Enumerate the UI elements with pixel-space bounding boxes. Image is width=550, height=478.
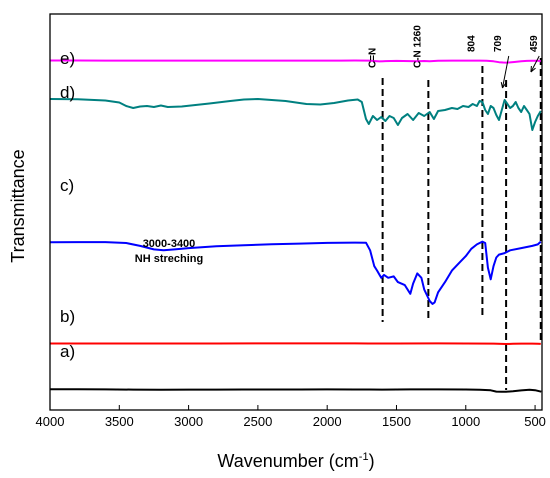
x-tick-label: 1000 bbox=[451, 414, 480, 429]
annotation-arrow bbox=[530, 55, 540, 73]
x-tick-label: 3500 bbox=[105, 414, 134, 429]
x-tick-label: 500 bbox=[524, 414, 546, 429]
x-tick-label: 2500 bbox=[243, 414, 272, 429]
x-axis-title-end: ) bbox=[369, 451, 375, 471]
annotation-arrowhead bbox=[500, 82, 507, 89]
x-tick-label: 1500 bbox=[382, 414, 411, 429]
series-line-a bbox=[49, 388, 542, 393]
series-line-c bbox=[49, 240, 542, 305]
peak-annotation-label: 459 bbox=[529, 35, 540, 52]
trace-label-d: d) bbox=[60, 83, 75, 102]
peak-annotation-label: 709 bbox=[493, 35, 504, 52]
series-group bbox=[49, 59, 542, 393]
plot-frame bbox=[49, 13, 543, 411]
x-tick-label: 2000 bbox=[313, 414, 342, 429]
annotation-arrowhead bbox=[530, 65, 536, 73]
series-line-e bbox=[50, 59, 541, 64]
peak-marker-lines bbox=[381, 58, 542, 390]
series-line-b bbox=[50, 342, 541, 345]
peak-annotation-label: C-N 1260 bbox=[413, 25, 424, 68]
band-label-range: 3000-3400 bbox=[143, 238, 196, 250]
x-axis-title: Wavenumber (cm-1) bbox=[217, 451, 374, 471]
peak-annotation-label: C=N bbox=[368, 48, 379, 68]
trace-label-e: e) bbox=[60, 49, 75, 68]
annotation-arrow bbox=[502, 55, 510, 89]
x-tick-label: 4000 bbox=[36, 414, 65, 429]
trace-label-a: a) bbox=[60, 342, 75, 361]
trace-label-c: c) bbox=[60, 176, 74, 195]
x-axis-ticks: 4000 3500 3000 2500 2000 1500 1000 500 bbox=[36, 405, 546, 429]
x-axis-title-main: Wavenumber (cm bbox=[217, 451, 358, 471]
peak-annotations: C=N C-N 1260 804 709 459 bbox=[368, 25, 540, 89]
x-axis-title-sup: -1 bbox=[359, 451, 369, 463]
peak-annotation-label: 804 bbox=[466, 35, 477, 52]
x-tick-label: 3000 bbox=[174, 414, 203, 429]
y-axis-title: Transmittance bbox=[8, 149, 28, 262]
series-line-d bbox=[49, 98, 542, 131]
trace-label-b: b) bbox=[60, 307, 75, 326]
band-label-assignment: NH streching bbox=[135, 253, 203, 265]
